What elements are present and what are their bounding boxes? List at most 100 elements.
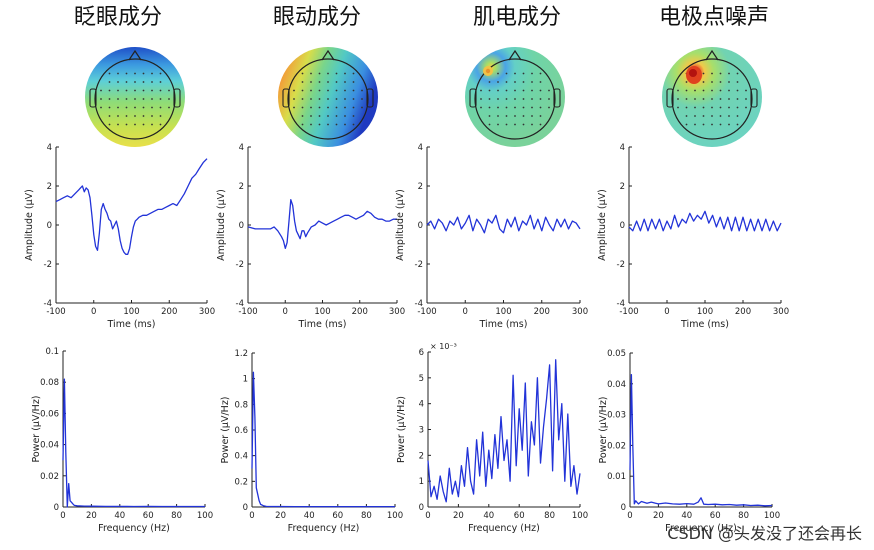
time-chart-3: -100 0 100 200 300 -4 -2 0 2 4 Time (ms) Amplitude … xyxy=(395,143,588,330)
electrode-dot xyxy=(301,81,304,83)
electrode-dot xyxy=(514,106,516,109)
y-tick-label: -4 xyxy=(617,299,625,309)
electrode-dot xyxy=(352,81,355,83)
electrode-dot xyxy=(531,106,533,109)
electrode-dot xyxy=(344,98,346,100)
y-tick-label: 2 xyxy=(239,182,244,192)
electrode-dot xyxy=(142,115,145,117)
electrode-dot xyxy=(548,106,550,109)
data-series xyxy=(628,210,782,232)
data-series xyxy=(62,378,205,508)
electrode-dot xyxy=(142,89,145,92)
freq-chart-2: 0 20 40 60 80 100 0 0.2 0.4 0.6 0.8 1 1.2 Frequency (… xyxy=(220,349,403,534)
y-tick-label: 4 xyxy=(620,143,625,153)
electrode-dot xyxy=(685,98,688,100)
electrode-dot xyxy=(335,98,338,100)
electrode-dot xyxy=(327,72,329,75)
watermark: CSDN @头发没了还会再长 xyxy=(667,524,862,543)
electrode-dot xyxy=(514,98,516,100)
electrode-dot xyxy=(335,72,338,75)
y-axis-label: Power (μV/Hz) xyxy=(220,396,231,463)
electrode-dot xyxy=(352,123,355,126)
electrode-dot xyxy=(539,81,542,83)
x-tick-label: 200 xyxy=(161,307,177,317)
y-tick-label: 0 xyxy=(54,503,59,513)
electrode-dot xyxy=(344,72,346,75)
electrode-dot xyxy=(335,123,338,126)
hotspot-core xyxy=(689,69,697,77)
x-tick-label: 300 xyxy=(572,307,588,317)
electrode-dot xyxy=(736,72,739,75)
electrode-dot xyxy=(100,98,102,100)
electrode-dot xyxy=(125,98,128,100)
electrode-dot xyxy=(531,115,533,117)
electrode-dot xyxy=(134,89,136,92)
electrode-dot xyxy=(310,72,312,75)
electrode-dot xyxy=(736,98,739,100)
electrode-dot xyxy=(736,106,739,109)
electrode-dot xyxy=(531,123,533,126)
electrode-dot xyxy=(117,115,119,117)
electrode-dot xyxy=(142,81,145,83)
x-tick-label: 100 xyxy=(314,307,330,317)
y-tick-label: 0.6 xyxy=(234,426,248,436)
electrode-dot xyxy=(728,98,730,100)
electrode-dot xyxy=(488,98,491,100)
electrode-dot xyxy=(702,98,705,100)
electrode-dot xyxy=(318,81,321,83)
electrode-dot xyxy=(327,106,329,109)
electrode-dot xyxy=(497,72,499,75)
electrode-dot xyxy=(497,115,499,117)
electrode-dot xyxy=(719,106,722,109)
y-tick-label: -4 xyxy=(236,299,244,309)
y-tick-label: 2 xyxy=(620,182,625,192)
x-tick-label: 60 xyxy=(143,511,154,521)
data-series xyxy=(427,359,581,503)
electrode-dot xyxy=(694,106,696,109)
electrode-dot xyxy=(344,89,346,92)
electrode-dot xyxy=(702,106,705,109)
y-axis-label: Power (μV/Hz) xyxy=(396,396,407,463)
electrode-dot xyxy=(685,81,688,83)
x-tick-label: -100 xyxy=(619,307,638,317)
series-line xyxy=(247,199,397,250)
electrode-dot xyxy=(505,115,508,117)
electrode-dot xyxy=(745,89,747,92)
electrode-dot xyxy=(736,123,739,126)
electrode-dot xyxy=(548,98,550,100)
electrode-dot xyxy=(142,123,145,126)
y-tick-label: 4 xyxy=(47,143,52,153)
column-title-3: 肌电成分 xyxy=(473,5,561,30)
electrode-dot xyxy=(728,72,730,75)
electrode-dot xyxy=(677,89,679,92)
electrode-dot xyxy=(531,89,533,92)
electrode-dot xyxy=(711,81,713,83)
electrode-dot xyxy=(301,89,304,92)
electrode-dot xyxy=(685,123,688,126)
x-axis-label: Time (ms) xyxy=(107,319,156,330)
column-title-4: 电极点噪声 xyxy=(659,5,769,30)
electrode-dot xyxy=(480,98,482,100)
column-title-2: 眼动成分 xyxy=(273,5,361,30)
electrode-dot xyxy=(711,115,713,117)
electrode-dot xyxy=(522,115,525,117)
right-ear xyxy=(173,88,181,108)
x-tick-label: 100 xyxy=(387,511,403,521)
data-series xyxy=(251,371,395,508)
electrode-dot xyxy=(134,81,136,83)
nose-outline xyxy=(128,49,142,61)
series-line xyxy=(426,214,581,234)
electrode-dot xyxy=(310,98,312,100)
x-tick-label: 100 xyxy=(764,511,780,521)
electrode-dot xyxy=(108,81,111,83)
y-axis-label: Power (μV/Hz) xyxy=(31,395,42,462)
x-axis-label: Time (ms) xyxy=(298,319,347,330)
electrode-dot xyxy=(108,72,111,75)
electrode-dot xyxy=(677,98,679,100)
electrode-dot xyxy=(531,72,533,75)
electrode-dot xyxy=(719,123,722,126)
electrode-dot xyxy=(352,106,355,109)
y-axis-label: Amplitude (μV) xyxy=(395,189,406,261)
y-tick-label: 0.8 xyxy=(234,400,248,410)
